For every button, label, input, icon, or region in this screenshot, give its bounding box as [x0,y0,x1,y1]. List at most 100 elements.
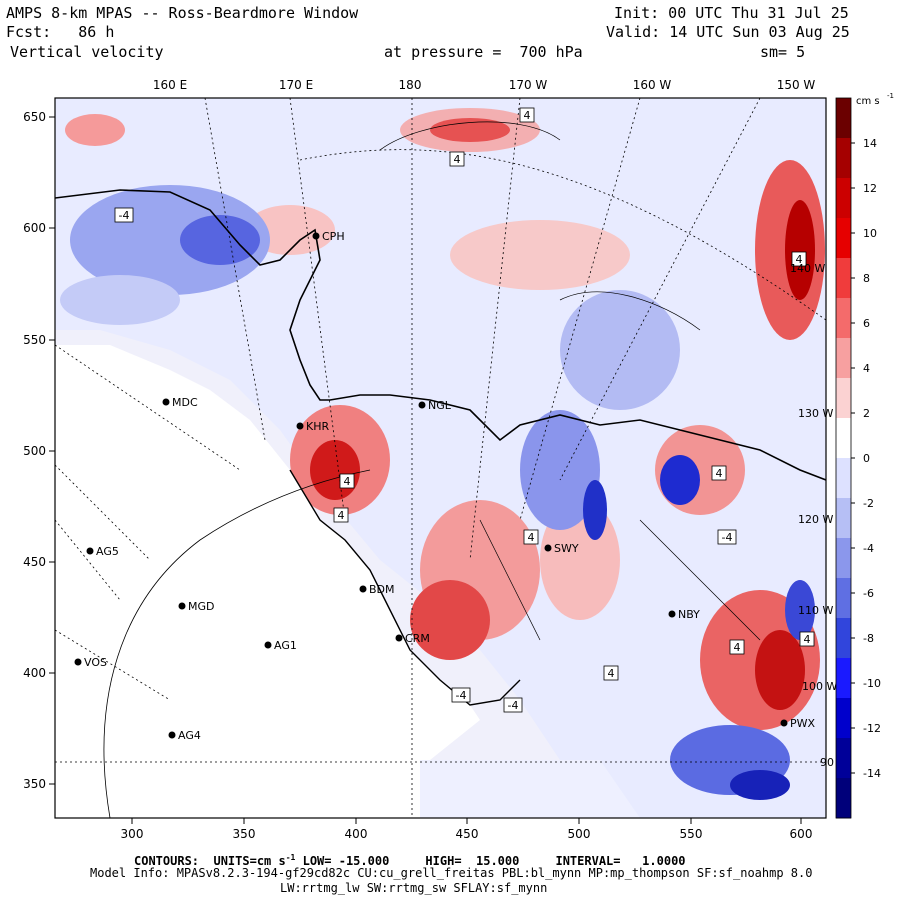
longitude-label: 160 W [633,78,672,92]
station-marker: CPH [312,230,345,243]
x-tick-label: 300 [121,827,144,841]
station-marker: CRM [395,632,430,645]
colorbar-tick-label: -2 [863,497,874,510]
map-field: 4 4 -4 4 4 4 4 4 -4 4 -4 -4 4 4 [55,98,826,818]
map-frame [54,97,827,819]
station-marker: AG5 [86,545,119,558]
plot-title: AMPS 8-km MPAS -- Ross-Beardmore Window [6,4,359,22]
station-label: NGL [428,399,452,412]
station-label: BDM [369,583,395,596]
colorbar-tick-label: 0 [863,452,870,465]
colorbar-tick-label: 2 [863,407,870,420]
longitude-label: 180 [399,78,422,92]
station-label: MDC [172,396,198,409]
colorbar-swatch [836,778,851,819]
y-tick-label: 550 [23,333,46,347]
colorbar-swatch [836,738,851,779]
colorbar-swatch [836,618,851,659]
station-marker: KHR [296,420,329,433]
side-longitude-label: 110 W [798,604,833,617]
y-tick-label: 400 [23,666,46,680]
station-label: NBY [678,608,700,621]
x-tick-label: 350 [233,827,256,841]
station-marker: VOS [74,656,107,669]
init-time: Init: 00 UTC Thu 31 Jul 25 [614,4,849,22]
station-label: SWY [554,542,579,555]
longitude-label: 170 W [509,78,548,92]
colorbar-swatch [836,378,851,419]
colorbar-tick-label: -6 [863,587,874,600]
colorbar-swatch [836,578,851,619]
colorbar-swatch [836,418,851,459]
svg-text:4: 4 [734,641,741,654]
y-tick-label: 450 [23,555,46,569]
smoothing-label: sm= 5 [760,43,806,61]
svg-text:4: 4 [716,467,723,480]
model-info-line2: LW:rrtmg_lw SW:rrtmg_sw SFLAY:sf_mynn [280,881,548,895]
longitude-label: 160 E [153,78,187,92]
colorbar-swatch [836,338,851,379]
colorbar-swatch [836,258,851,299]
side-longitude-label: 100 W [802,680,837,693]
colorbar-swatch [836,98,851,139]
station-marker: AG4 [168,729,201,742]
station-marker: BDM [359,583,395,596]
colorbar-swatch [836,178,851,219]
station-marker: AG1 [264,639,297,652]
colorbar-tick-label: 6 [863,317,870,330]
contour-high: HIGH= 15.000 [425,854,520,868]
svg-text:-4: -4 [722,531,733,544]
side-longitude-label: 120 W [798,513,833,526]
colorbar-swatch [836,458,851,499]
colorbar-tick-label: 4 [863,362,870,375]
svg-text:4: 4 [804,633,811,646]
station-marker: SWY [544,542,579,555]
colorbar-tick-label: 10 [863,227,877,240]
colorbar-swatch [836,498,851,539]
model-info: Model Info: MPASv8.2.3-194-gf29cd82c CU:… [90,866,813,880]
svg-text:4: 4 [608,667,615,680]
colorbar-swatch [836,538,851,579]
station-marker: MDC [162,396,198,409]
station-marker: PWX [780,717,816,730]
station-label: AG1 [274,639,297,652]
colorbar-tick-label: 14 [863,137,877,150]
pressure-level: at pressure = 700 hPa [384,43,583,61]
colorbar-swatch [836,698,851,739]
y-tick-label: 600 [23,221,46,235]
y-tick-label: 500 [23,444,46,458]
x-tick-label: 400 [345,827,368,841]
y-tick-label: 350 [23,777,46,791]
colorbar-tick-label: 12 [863,182,877,195]
station-label: AG4 [178,729,201,742]
svg-text:-4: -4 [456,689,467,702]
svg-text:4: 4 [796,253,803,266]
station-label: PWX [790,717,816,730]
variable-name: Vertical velocity [10,43,164,61]
x-tick-label: 550 [680,827,703,841]
side-longitude-label: 130 W [798,407,833,420]
station-marker: MGD [178,600,215,613]
station-label: MGD [188,600,215,613]
longitude-label: 170 E [279,78,313,92]
x-tick-label: 500 [568,827,591,841]
contour-info: CONTOURS: UNITS=cm s-1 LOW= -15.000 HIGH… [134,851,686,868]
station-label: CRM [405,632,430,645]
colorbar-tick-label: 8 [863,272,870,285]
colorbar-tick-label: -12 [863,722,881,735]
longitude-label: 150 W [777,78,816,92]
svg-text:-4: -4 [508,699,519,712]
colorbar-tick-label: -8 [863,632,874,645]
colorbar-swatch [836,298,851,339]
colorbar-swatch [836,138,851,179]
svg-text:4: 4 [454,153,461,166]
svg-text:4: 4 [528,531,535,544]
svg-text:4: 4 [524,109,531,122]
colorbar-units-exp: -1 [887,92,894,100]
forecast-hour: Fcst: 86 h [6,23,114,41]
svg-text:-4: -4 [119,209,130,222]
colorbar-swatch [836,658,851,699]
station-marker: NGL [418,399,452,412]
contour-units-exp: -1 [285,853,296,862]
